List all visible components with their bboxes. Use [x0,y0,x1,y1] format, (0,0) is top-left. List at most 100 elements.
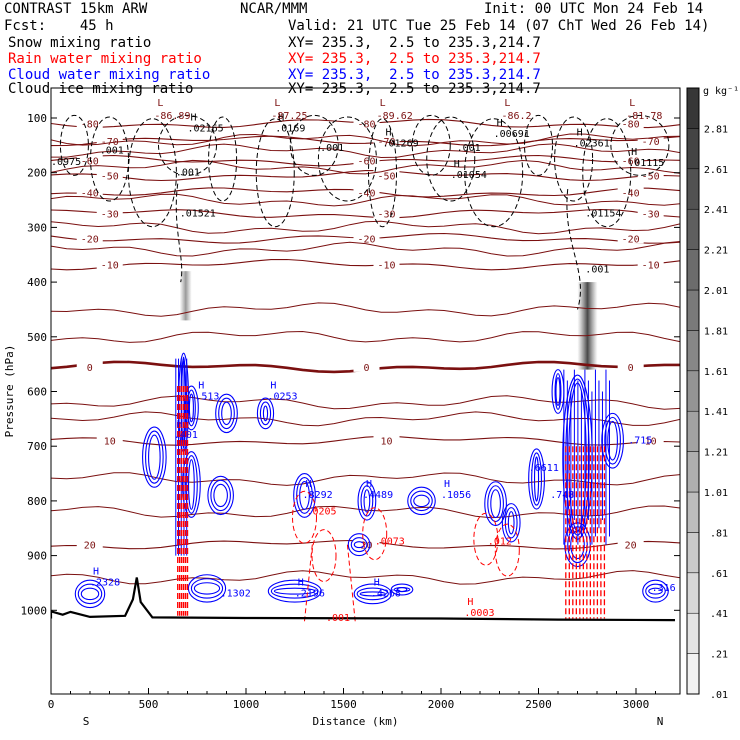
cloud-water-contour [190,578,224,599]
cloud-water-max-value: .2328 [90,578,120,589]
isotherm-line [51,302,680,317]
colorbar-label: 2.01 [704,286,728,297]
low-value: -81.78 [626,111,662,122]
cloud-water-contour [407,486,436,516]
rain-max-value: .001 [326,613,350,624]
cloud-water-contour [604,416,621,465]
cloud-water-contour [213,483,228,508]
isotherm-label-bg [76,538,103,550]
cloud-water-contour [193,582,221,595]
isotherm-label-bg [617,538,644,550]
isotherm-label: -80 [357,119,375,130]
isotherm-label: -20 [81,234,99,245]
cloud-water-max-value: .4268 [371,589,401,600]
cloud-water-max-value: .2196 [295,589,325,600]
colorbar-label: 2.41 [704,205,728,216]
colorbar-swatch [686,410,700,452]
cloud-water-max-marker: H [177,419,183,430]
rain-max-value: .0003 [464,608,494,619]
cloud-water-contour [188,393,194,423]
colorbar-swatch [686,249,700,291]
y-tick-label: 500 [27,331,47,344]
cloud-water-contour [218,397,235,430]
init-time: Init: 00 UTC Mon 24 Feb 14 [484,1,704,17]
cloud-water-contour [531,452,542,506]
low-marker: L [157,98,163,109]
isotherm-label: -60 [81,157,99,168]
cloud-water-contour [501,503,521,543]
snow-plume-left [179,271,192,321]
colorbar-swatch [686,491,700,533]
isotherm-label-bg [96,207,123,219]
isotherm-label-bg [617,117,644,129]
low-value: -86.2 [501,111,531,122]
colorbar-label: .61 [710,569,728,580]
snow-contour [554,116,594,202]
cloud-water-contour [551,369,565,414]
center-name: NCAR/MMM [240,1,308,17]
y-axis-label: Pressure (hPa) [3,345,16,438]
cloud-water-max-value: .401 [174,430,198,441]
isotherm-label: -50 [101,171,119,182]
rain-max-value: .0205 [306,507,336,518]
cloud-water-contour [187,574,227,603]
field-xy-cloud-ice: XY= 235.3, 2.5 to 235.3,214.7 [288,81,541,97]
low-value: -87.25 [271,111,307,122]
cloud-water-contour [262,405,269,422]
isotherm-line [51,241,680,257]
colorbar-label: 1.81 [704,326,728,337]
snow-max-value: .0169 [275,124,305,135]
field-label-cloud-ice: Cloud ice mixing ratio [8,81,194,97]
field-xy-snow: XY= 235.3, 2.5 to 235.3,214.7 [288,35,541,51]
low-marker: L [274,98,280,109]
cloud-water-contour [77,583,103,605]
cloud-water-contour [390,583,414,596]
snow-max-marker: H [577,127,583,138]
y-tick-label: 800 [27,495,47,508]
rain-contour [304,544,356,622]
isotherm-label: -10 [642,261,660,272]
cloud-water-contour [601,412,624,469]
y-tick-label: 900 [27,550,47,563]
colorbar-label: 2.61 [704,165,728,176]
snow-contour [464,118,524,228]
cloud-water-contour [413,494,430,508]
y-tick-label: 100 [27,112,47,125]
field-xy-cloud-water: XY= 235.3, 2.5 to 235.3,214.7 [288,67,541,83]
colorbar-swatch [686,370,700,412]
colorbar-label: .21 [710,650,728,661]
isotherm-label: -80 [622,119,640,130]
rain-contour [362,507,388,561]
low-marker: L [504,98,510,109]
cloud-water-contour [184,455,198,514]
isotherm-label-bg [96,434,123,446]
cloud-water-max-value: .6611 [529,463,559,474]
cloud-water-contour [259,401,272,426]
cloud-water-max-marker: H [374,578,380,589]
cloud-water-contour [80,587,100,601]
snow-max-value: .02361 [574,138,610,149]
isotherm-line [51,570,680,585]
cloud-water-contour [504,507,518,539]
field-label-cloud-water: Cloud water mixing ratio [8,67,211,83]
isotherm-line [51,193,680,207]
isotherm-line [51,258,680,271]
isotherm-label: 10 [380,437,392,448]
isotherm-line [51,169,680,182]
cloud-water-contour [210,479,231,512]
colorbar-label: 2.81 [704,124,728,135]
cloud-water-contour [487,485,504,523]
cloud-water-contour [215,393,238,434]
rain-contour [473,512,499,566]
cloud-water-contour [645,583,666,599]
cloud-water-contour [347,533,371,557]
cloud-water-contour [554,373,562,410]
isotherm-label-bg [637,258,664,270]
isotherm-label: 20 [625,541,637,552]
colorbar-label: .01 [710,690,728,701]
isotherm-line [51,395,680,410]
snow-contour-label: .001 [320,143,344,154]
y-tick-label: 400 [27,276,47,289]
cloud-water-contour [353,583,392,605]
isotherm-label: -30 [642,210,660,221]
